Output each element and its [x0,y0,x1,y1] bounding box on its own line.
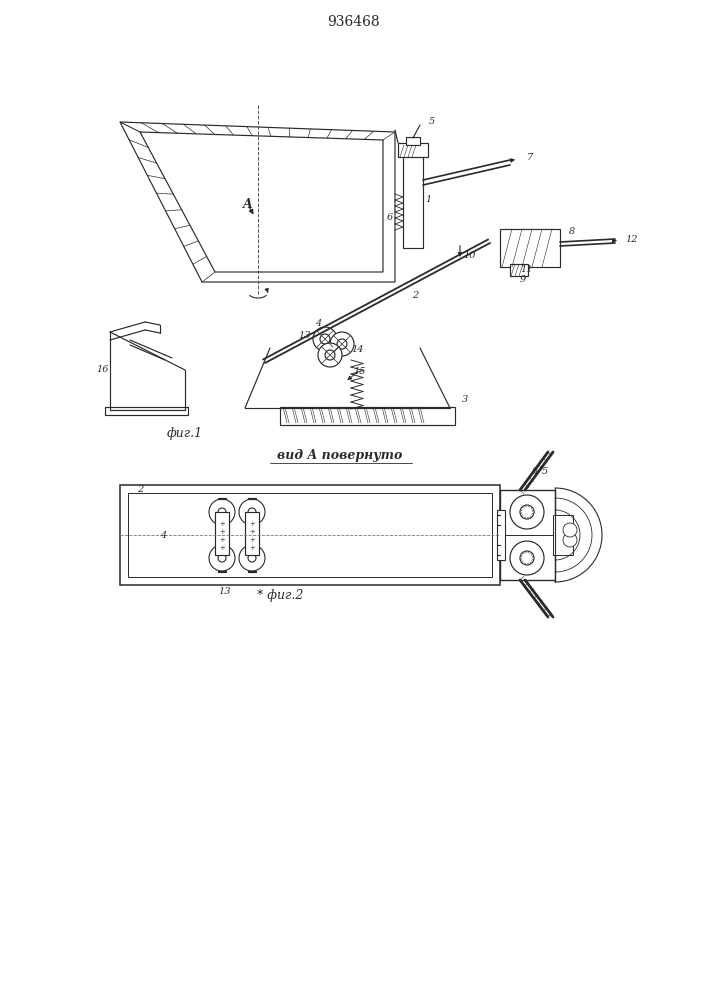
Bar [215,512,229,555]
Circle shape [218,554,226,562]
Circle shape [218,508,226,516]
Text: 1: 1 [425,196,431,205]
Text: 9: 9 [520,275,526,284]
Text: +: + [249,520,255,528]
Circle shape [330,332,354,356]
Text: 6: 6 [387,213,393,222]
Text: * фиг.2: * фиг.2 [257,588,303,601]
Text: 2: 2 [412,290,418,300]
Circle shape [320,334,330,344]
Text: +: + [219,520,225,528]
Bar [553,515,573,555]
Bar [105,407,188,415]
Text: 14: 14 [352,346,364,355]
Bar [128,493,492,577]
Bar [120,485,500,585]
Text: +: + [219,536,225,544]
Text: 15: 15 [354,367,366,376]
Bar [406,137,420,145]
Text: +: + [249,544,255,552]
Text: 4: 4 [160,530,166,540]
Text: 16: 16 [97,365,110,374]
Circle shape [510,495,544,529]
Circle shape [248,508,256,516]
Circle shape [325,350,335,360]
Text: 936468: 936468 [327,15,380,29]
Circle shape [239,545,265,571]
Text: 6: 6 [532,468,538,477]
Text: 2: 2 [137,486,143,494]
Text: 12: 12 [626,234,638,243]
Circle shape [563,523,577,537]
Circle shape [337,339,347,349]
Text: +: + [249,528,255,536]
Text: 8: 8 [569,228,575,236]
Circle shape [510,541,544,575]
Bar [398,143,428,157]
Text: 5: 5 [542,468,548,477]
Bar [500,229,560,267]
Circle shape [248,554,256,562]
Bar [280,407,455,425]
Bar [510,264,528,276]
Text: A: A [243,198,253,212]
Text: вид A повернуто: вид A повернуто [277,448,403,462]
Circle shape [520,551,534,565]
Text: фиг.1: фиг.1 [167,426,203,440]
Text: 4: 4 [315,320,321,328]
Bar [245,512,259,555]
Circle shape [239,499,265,525]
Bar [500,490,555,580]
Text: 11: 11 [521,265,533,274]
Text: 13: 13 [299,330,311,340]
Text: +: + [219,544,225,552]
Circle shape [318,343,342,367]
Text: 10: 10 [464,250,477,259]
Bar [403,153,423,248]
Bar [497,510,505,560]
Text: 7: 7 [527,152,533,161]
Text: +: + [219,528,225,536]
Text: +: + [249,536,255,544]
Polygon shape [120,122,395,282]
Circle shape [563,533,577,547]
Circle shape [209,499,235,525]
Polygon shape [140,132,383,272]
Circle shape [313,327,337,351]
Text: 3: 3 [462,395,468,404]
Circle shape [209,545,235,571]
Text: 5: 5 [429,117,435,126]
Circle shape [520,505,534,519]
Text: 13: 13 [218,587,231,596]
